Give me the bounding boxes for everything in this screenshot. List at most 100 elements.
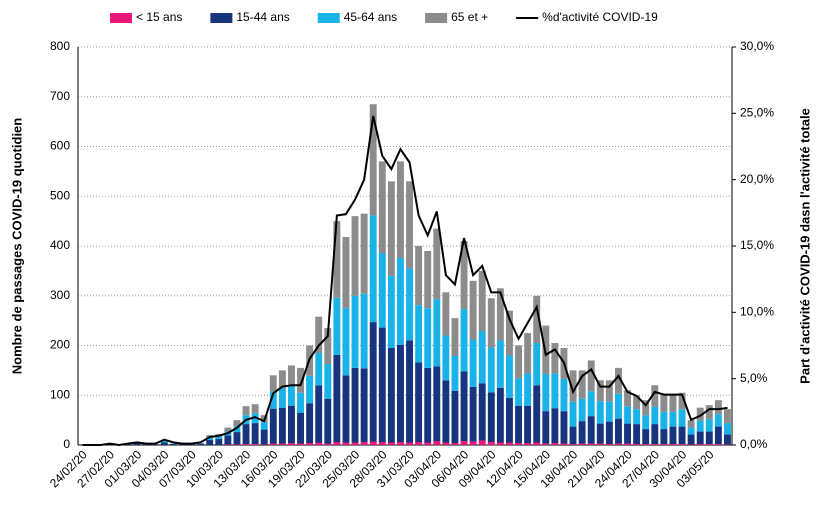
bar-segment xyxy=(406,340,413,443)
bar-segment xyxy=(642,400,650,416)
bar-segment xyxy=(369,215,377,323)
bar-segment xyxy=(496,442,504,445)
bar-segment xyxy=(605,401,613,422)
bar-segment xyxy=(478,270,486,332)
bar-segment xyxy=(578,443,586,445)
bar-segment xyxy=(460,309,468,372)
bar-segment xyxy=(660,395,668,412)
bar-segment xyxy=(378,252,386,328)
y-tick-label: 300 xyxy=(50,288,70,302)
bar-segment xyxy=(333,297,341,355)
bar-segment xyxy=(406,268,413,341)
legend-swatch xyxy=(425,13,448,23)
bar-segment xyxy=(560,443,568,445)
bar-segment xyxy=(333,354,341,443)
bar-segment xyxy=(651,385,659,407)
bar-segment xyxy=(533,442,541,445)
bar-segment xyxy=(433,228,441,300)
bar-segment xyxy=(451,390,459,444)
bar-segment xyxy=(615,443,622,445)
bar-segment xyxy=(315,352,323,386)
bar-segment xyxy=(297,412,304,444)
bar-segment xyxy=(397,257,404,346)
bar-segment xyxy=(206,437,214,441)
y2-tick-label: 10,0% xyxy=(740,305,774,319)
y-axis-title: Nombre de passages COVID-19 quotidien xyxy=(9,118,24,375)
bar-segment xyxy=(315,442,323,445)
bar-segment xyxy=(633,395,641,410)
bar-segment xyxy=(369,322,377,442)
bar-segment xyxy=(333,221,341,298)
bar-segment xyxy=(515,405,522,444)
bar-segment xyxy=(224,435,232,445)
bar-segment xyxy=(678,392,686,410)
bar-segment xyxy=(433,441,441,445)
bar-segment xyxy=(551,443,559,445)
bar-segment xyxy=(669,395,677,412)
bar-segment xyxy=(233,426,241,433)
bar-segment xyxy=(678,409,686,427)
bar-segment xyxy=(705,405,713,420)
bar-segment xyxy=(615,393,622,419)
bar-segment xyxy=(542,373,550,412)
bar-segment xyxy=(315,316,323,353)
bar-segment xyxy=(251,404,259,414)
bar-segment xyxy=(433,299,441,367)
bar-segment xyxy=(324,328,332,364)
bar-segment xyxy=(288,405,295,444)
bar-segment xyxy=(324,443,332,445)
bar-segment xyxy=(288,443,295,445)
bar-segment xyxy=(351,295,359,368)
bar-segment xyxy=(478,331,486,384)
bar-segment xyxy=(297,367,304,393)
bar-segment xyxy=(524,405,532,444)
bar-segment xyxy=(415,305,423,363)
bar-segment xyxy=(451,355,459,391)
bar-segment xyxy=(333,442,341,445)
bar-segment xyxy=(496,288,504,341)
bar-segment xyxy=(651,444,659,445)
bar-segment xyxy=(651,424,659,445)
bar-segment xyxy=(451,318,459,356)
y2-tick-label: 30,0% xyxy=(740,39,774,53)
bar-segment xyxy=(387,181,395,276)
bar-segment xyxy=(624,423,631,444)
bar-segment xyxy=(506,310,513,356)
bar-segment xyxy=(487,392,495,443)
bar-segment xyxy=(551,373,559,409)
bar-segment xyxy=(297,392,304,413)
bar-segment xyxy=(596,380,604,402)
bar-segment xyxy=(478,440,486,445)
bar-segment xyxy=(278,387,286,408)
bar-segment xyxy=(651,406,659,425)
bar-segment xyxy=(378,327,386,443)
bar-segment xyxy=(569,370,577,402)
bar-segment xyxy=(496,340,504,388)
legend-label: 65 et + xyxy=(451,10,488,24)
bar-segment xyxy=(596,423,604,444)
bar-segment xyxy=(633,444,641,445)
bar-segment xyxy=(506,442,513,445)
bar-segment xyxy=(469,280,477,340)
bar-segment xyxy=(660,444,668,445)
bar-segment xyxy=(633,424,641,445)
bar-segment xyxy=(678,444,686,445)
bar-segment xyxy=(578,421,586,444)
bar-segment xyxy=(260,422,268,430)
bar-segment xyxy=(524,443,532,445)
bar-segment xyxy=(269,443,277,445)
bar-segment xyxy=(233,420,241,427)
bar-segment xyxy=(642,444,650,445)
legend-swatch xyxy=(210,13,233,23)
bar-segment xyxy=(424,367,432,443)
bar-segment xyxy=(705,431,713,445)
bar-segment xyxy=(415,246,423,306)
bar-segment xyxy=(387,275,395,348)
bar-segment xyxy=(160,441,168,443)
bar-segment xyxy=(587,443,595,445)
bar-segment xyxy=(278,407,286,444)
bar-segment xyxy=(269,408,277,444)
bar-segment xyxy=(378,442,386,445)
bar-segment xyxy=(687,434,695,445)
bar-segment xyxy=(469,441,477,445)
